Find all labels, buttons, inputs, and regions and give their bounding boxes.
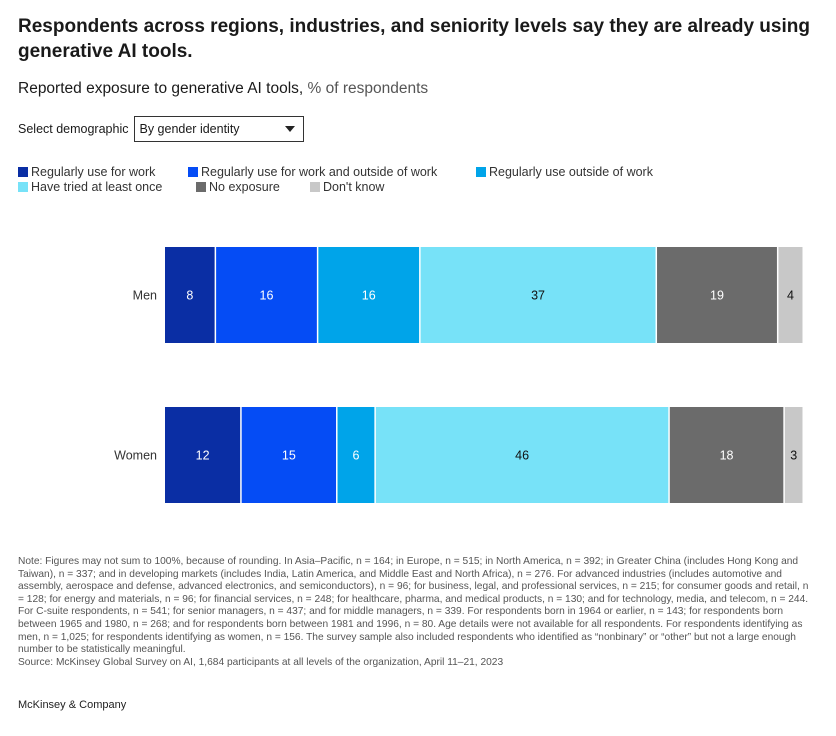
legend-item: Regularly use for work <box>18 164 188 179</box>
legend-swatch <box>18 166 28 177</box>
legend: Regularly use for work Regularly use for… <box>18 164 818 194</box>
demographic-selector-row: Select demographic By gender identity <box>18 116 305 142</box>
bar-value-label: 19 <box>710 289 724 303</box>
bar-value-label: 15 <box>282 449 296 463</box>
chart-subtitle: Reported exposure to generative AI tools… <box>18 80 428 98</box>
note-text: Note: Figures may not sum to 100%, becau… <box>18 556 809 656</box>
legend-label: No exposure <box>209 179 280 194</box>
legend-item: Regularly use outside of work <box>476 164 653 179</box>
bar-segment <box>657 247 777 343</box>
bar-segment <box>784 407 803 503</box>
legend-label: Regularly use for work <box>31 164 156 179</box>
demographic-selector-label: Select demographic <box>18 122 129 136</box>
bar-segment <box>778 247 803 343</box>
bar-value-label: 37 <box>531 289 545 303</box>
bar-value-label: 16 <box>362 289 376 303</box>
subtitle-text: Reported exposure to generative AI tools… <box>18 80 304 97</box>
legend-label: Regularly use outside of work <box>489 164 653 179</box>
legend-swatch <box>188 166 198 177</box>
legend-item: Have tried at least once <box>18 179 196 194</box>
bar-segment <box>337 407 375 503</box>
bar-segment <box>165 247 215 343</box>
bar-value-label: 8 <box>186 289 193 303</box>
legend-row: Regularly use for work Regularly use for… <box>18 164 818 179</box>
bar-value-label: 3 <box>790 449 797 463</box>
legend-row: Have tried at least once No exposure Don… <box>18 179 818 194</box>
bar-segment <box>375 407 669 503</box>
demographic-select-value: By gender identity <box>139 122 240 136</box>
legend-swatch <box>310 181 320 192</box>
bar-value-label: 6 <box>352 449 359 463</box>
footnote: Note: Figures may not sum to 100%, becau… <box>18 556 810 669</box>
legend-label: Regularly use for work and outside of wo… <box>201 164 438 179</box>
bar-segment <box>241 407 337 503</box>
legend-label: Don't know <box>323 179 385 194</box>
legend-item: No exposure <box>196 179 310 194</box>
legend-swatch <box>18 181 28 192</box>
bar-value-label: 46 <box>515 449 529 463</box>
brand-name: McKinsey & Company <box>18 699 127 711</box>
category-label: Men <box>133 289 157 303</box>
bar-segment <box>420 247 656 343</box>
subtitle-unit: % of respondents <box>307 80 429 97</box>
chevron-down-icon <box>285 126 296 132</box>
bar-segment <box>165 407 241 503</box>
bar-segment <box>318 247 420 343</box>
bar-value-label: 12 <box>196 449 210 463</box>
bar-segment <box>216 247 317 343</box>
source-text: Source: McKinsey Global Survey on AI, 1,… <box>18 656 504 668</box>
legend-label: Have tried at least once <box>31 179 163 194</box>
stacked-bar-chart: Men 8 16 16 37 19 4 Women 12 15 6 46 18 3 <box>114 247 803 503</box>
legend-swatch <box>196 181 206 192</box>
demographic-select[interactable]: By gender identity <box>134 116 305 142</box>
legend-item: Don't know <box>310 179 384 194</box>
bar-value-label: 4 <box>787 289 794 303</box>
bar-value-label: 18 <box>720 449 734 463</box>
bar-value-label: 16 <box>260 289 274 303</box>
category-label: Women <box>114 449 157 463</box>
legend-swatch <box>476 166 486 177</box>
chart-title: Respondents across regions, industries, … <box>18 16 810 62</box>
legend-item: Regularly use for work and outside of wo… <box>188 164 476 179</box>
bar-segment <box>669 407 784 503</box>
